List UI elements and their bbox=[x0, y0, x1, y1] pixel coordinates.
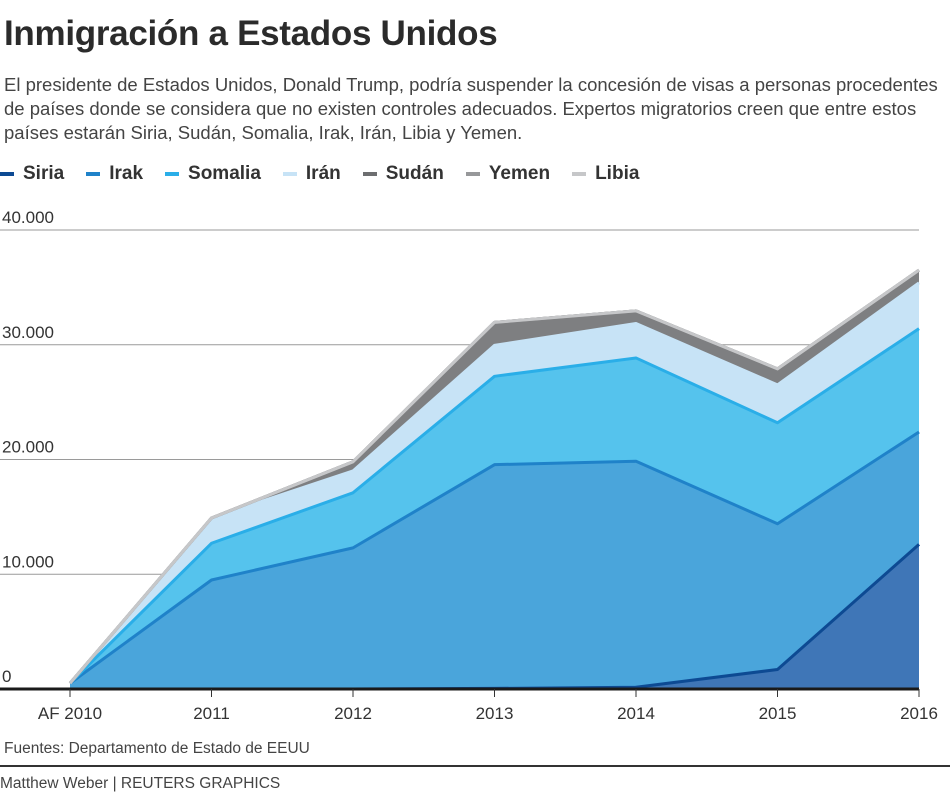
legend-swatch bbox=[362, 172, 377, 176]
legend: Siria Irak Somalia Irán Sudán Yemen Libia bbox=[0, 160, 661, 188]
line-somalia bbox=[68, 327, 920, 685]
y-tick-label: 0 bbox=[2, 667, 11, 686]
legend-label: Siria bbox=[23, 163, 65, 184]
x-tick-label: 2016 bbox=[900, 704, 938, 723]
x-tick-label: AF 2010 bbox=[38, 704, 102, 723]
y-tick-label: 40.000 bbox=[2, 208, 54, 227]
x-tick-label: 2015 bbox=[759, 704, 797, 723]
legend-item-yemen: Yemen bbox=[465, 163, 551, 185]
legend-label: Somalia bbox=[188, 163, 261, 184]
area-chart: 0 10.000 20.000 30.000 40.000 AF 2010 2011 2012… bbox=[0, 208, 938, 723]
legend-item-irán: Irán bbox=[282, 163, 341, 185]
legend-label: Yemen bbox=[488, 163, 551, 184]
legend-item-libia: Libia bbox=[572, 163, 639, 185]
legend-swatch bbox=[465, 172, 480, 176]
legend-label: Irán bbox=[305, 163, 341, 184]
source-note: Fuentes: Departamento de Estado de EEUU bbox=[4, 740, 310, 757]
credit-line: Matthew Weber | REUTERS GRAPHICS bbox=[0, 775, 281, 792]
area-siria bbox=[70, 544, 919, 689]
x-tick-label: 2012 bbox=[334, 704, 372, 723]
area-irán bbox=[70, 282, 919, 684]
legend-label: Sudán bbox=[385, 163, 444, 184]
legend-item-sudán: Sudán bbox=[362, 163, 444, 185]
chart-subtitle: El presidente de Estados Unidos, Donald … bbox=[4, 74, 938, 143]
x-tick-label: 2011 bbox=[193, 704, 230, 723]
x-tick-label: 2014 bbox=[617, 704, 655, 723]
footer-divider bbox=[0, 765, 950, 767]
legend-item-siria: Siria bbox=[0, 163, 64, 185]
area-irak bbox=[70, 431, 919, 689]
x-tick-label: 2013 bbox=[476, 704, 514, 723]
legend-swatch bbox=[282, 172, 297, 176]
legend-label: Irak bbox=[109, 163, 144, 184]
legend-item-irak: Irak bbox=[86, 163, 143, 185]
legend-swatch bbox=[86, 172, 101, 176]
y-tick-label: 20.000 bbox=[2, 438, 54, 457]
legend-swatch bbox=[165, 172, 180, 176]
chart-title: Inmigración a Estados Unidos bbox=[4, 14, 498, 53]
legend-label: Libia bbox=[595, 163, 640, 184]
legend-item-somalia: Somalia bbox=[165, 163, 261, 185]
y-tick-label: 10.000 bbox=[2, 552, 54, 571]
legend-swatch bbox=[572, 172, 587, 176]
line-irak bbox=[69, 430, 920, 685]
y-tick-label: 30.000 bbox=[2, 323, 54, 342]
legend-swatch bbox=[0, 172, 14, 176]
area-somalia bbox=[70, 328, 919, 684]
line-libia bbox=[68, 268, 920, 685]
